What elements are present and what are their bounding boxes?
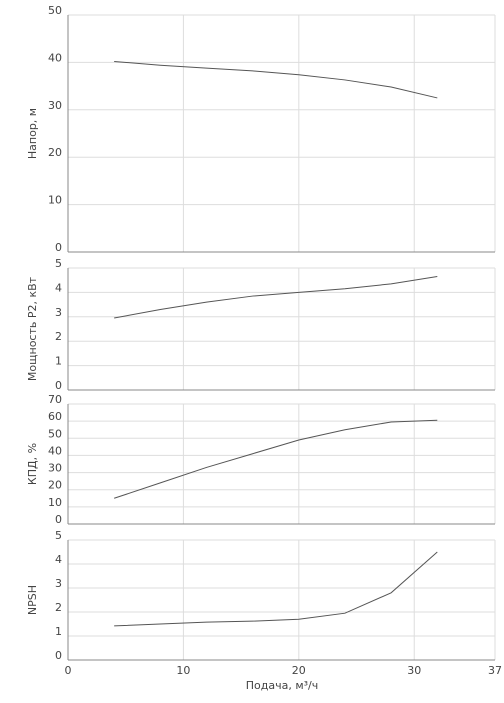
- y-tick-label: 1: [55, 355, 62, 368]
- y-axis-label: Напор, м: [26, 108, 39, 159]
- y-tick-label: 2: [55, 330, 62, 343]
- x-tick-label: 37: [488, 664, 502, 677]
- x-tick-label: 0: [65, 664, 72, 677]
- y-tick-label: 30: [48, 462, 62, 475]
- x-tick-label: 30: [407, 664, 421, 677]
- y-tick-label: 20: [48, 146, 62, 159]
- x-tick-label: 10: [176, 664, 190, 677]
- y-tick-label: 4: [55, 553, 62, 566]
- y-tick-label: 10: [48, 194, 62, 207]
- curve: [114, 551, 438, 627]
- y-tick-label: 60: [48, 410, 62, 423]
- y-tick-label: 70: [48, 393, 62, 406]
- x-tick-label: 20: [292, 664, 306, 677]
- y-tick-label: 3: [55, 577, 62, 590]
- y-tick-label: 0: [55, 379, 62, 392]
- y-tick-label: 2: [55, 601, 62, 614]
- y-tick-label: 4: [55, 281, 62, 294]
- y-tick-label: 30: [48, 99, 62, 112]
- y-axis-label: Мощность P2, кВт: [26, 276, 39, 381]
- y-axis-label: NPSH: [26, 585, 39, 615]
- y-tick-label: 5: [55, 257, 62, 270]
- y-tick-label: 40: [48, 51, 62, 64]
- y-tick-label: 1: [55, 625, 62, 638]
- y-tick-label: 5: [55, 529, 62, 542]
- y-tick-label: 0: [55, 241, 62, 254]
- curve: [114, 60, 438, 99]
- y-tick-label: 0: [55, 513, 62, 526]
- y-tick-label: 50: [48, 4, 62, 17]
- curve: [114, 276, 438, 319]
- curve: [114, 419, 438, 499]
- y-tick-label: 0: [55, 649, 62, 662]
- y-axis-label: КПД, %: [26, 443, 39, 485]
- y-tick-label: 40: [48, 444, 62, 457]
- y-tick-label: 10: [48, 496, 62, 509]
- y-tick-label: 20: [48, 479, 62, 492]
- x-axis-label: Подача, м³/ч: [246, 679, 319, 692]
- y-tick-label: 50: [48, 427, 62, 440]
- y-tick-label: 3: [55, 306, 62, 319]
